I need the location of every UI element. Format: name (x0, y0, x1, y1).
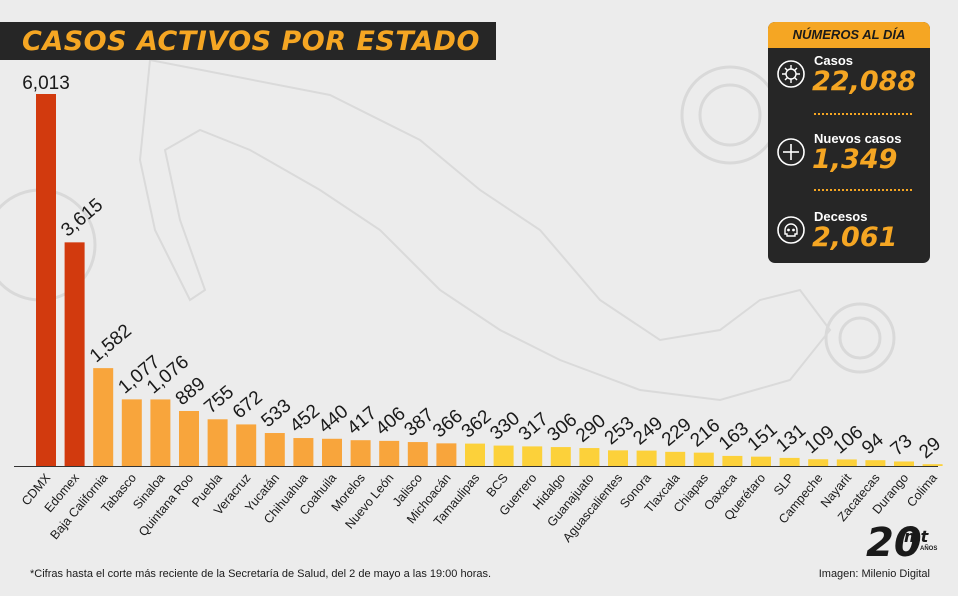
logo-brand: mt (904, 527, 930, 546)
bar (36, 94, 56, 466)
bar (293, 438, 314, 466)
bar (665, 451, 686, 466)
bar (179, 411, 199, 466)
bar (894, 461, 914, 466)
stat-new-cases: Nuevos casos 1,349 (768, 126, 930, 186)
category-label: Colima (904, 471, 940, 510)
bar-value-label: 216 (687, 415, 725, 451)
skull-icon (777, 216, 805, 244)
bar (579, 448, 600, 466)
bar-value-label: 73 (887, 431, 917, 461)
title-banner: CASOS ACTIVOS POR ESTADO (0, 22, 496, 60)
bar (407, 442, 428, 466)
stat-cases-label: Casos (814, 53, 854, 68)
bar (93, 368, 114, 466)
bar-value-label: 29 (915, 433, 945, 463)
stat-new-cases-label: Nuevos casos (814, 131, 902, 146)
bar (608, 450, 628, 466)
stat-deaths: Decesos 2,061 (768, 204, 930, 263)
stat-cases: Casos 22,088 (768, 48, 930, 108)
bar (350, 440, 371, 466)
bar-value-label: 3,615 (57, 195, 107, 242)
bar (693, 452, 714, 466)
plus-circle-icon (777, 138, 805, 166)
bar (207, 419, 228, 466)
dotted-divider (814, 189, 912, 191)
bar (550, 447, 571, 466)
daily-numbers-panel: NÚMEROS AL DÍA Casos 22,088 Nuevos casos… (768, 22, 930, 263)
stat-cases-value: 22,088 (812, 66, 917, 97)
bar (836, 459, 857, 466)
bar (922, 464, 943, 466)
bar (121, 399, 142, 466)
bar (436, 443, 457, 466)
bar (264, 433, 285, 466)
stat-deaths-value: 2,061 (812, 222, 898, 253)
bar (779, 457, 800, 466)
bar (64, 242, 85, 466)
logo-sub: AÑOS (920, 545, 937, 552)
stat-new-cases-value: 1,349 (812, 144, 898, 175)
bar (865, 460, 886, 466)
bar (465, 443, 485, 466)
bar-value-label: 6,013 (22, 73, 70, 94)
bar (150, 399, 171, 466)
bar (722, 455, 743, 466)
bar (379, 440, 400, 466)
category-label: SLP (771, 471, 797, 498)
bar (522, 446, 543, 466)
bar-value-label: 290 (572, 410, 610, 446)
dotted-divider (814, 113, 912, 115)
bar (808, 459, 829, 466)
milenio-20-years-logo: 20 mt AÑOS (866, 520, 937, 562)
virus-icon (777, 60, 805, 88)
panel-title: NÚMEROS AL DÍA (768, 22, 930, 48)
category-label: BCS (484, 471, 511, 500)
bar (493, 445, 514, 466)
bar (751, 456, 771, 466)
virus-watermark-icon (824, 302, 896, 374)
page-title: CASOS ACTIVOS POR ESTADO (22, 26, 480, 57)
stat-deaths-label: Decesos (814, 209, 868, 224)
bar (322, 438, 342, 466)
mexico-map-watermark (138, 58, 832, 402)
logo-number: 20 (866, 520, 922, 562)
image-credit: Imagen: Milenio Digital (818, 568, 930, 580)
bar (636, 450, 657, 466)
bar-value-label: 1,582 (86, 320, 136, 367)
footnote: *Cifras hasta el corte más reciente de l… (30, 568, 492, 580)
bar (236, 424, 257, 466)
